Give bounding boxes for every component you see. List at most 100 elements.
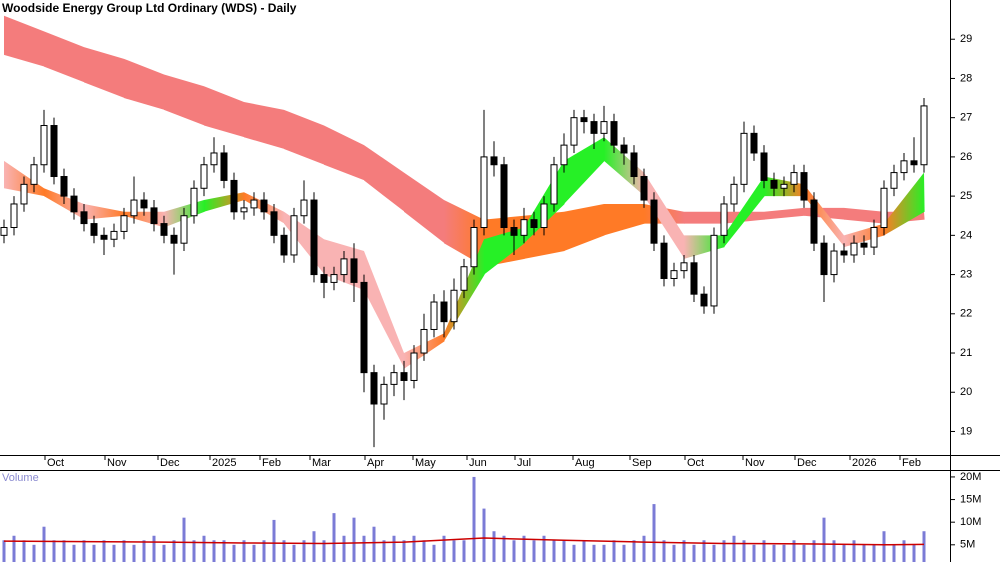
volume-bar [542, 535, 546, 562]
candle-body [410, 352, 418, 381]
volume-bar [82, 540, 86, 562]
volume-bar [302, 540, 306, 562]
y-tick-label: 29 [960, 33, 972, 45]
candle-body [350, 258, 358, 283]
candle-body [210, 152, 218, 166]
candle-body [890, 172, 898, 189]
candle-body [580, 117, 588, 123]
volume-bar [502, 535, 506, 562]
candle-body [280, 234, 288, 256]
volume-bar [432, 544, 436, 562]
candle-body [230, 179, 238, 213]
volume-bar [552, 540, 556, 562]
volume-bar [652, 504, 656, 562]
candle-body [430, 301, 438, 330]
volume-bar [362, 535, 366, 562]
volume-bar [882, 531, 886, 562]
candle-body [490, 156, 498, 166]
candle-body [620, 144, 628, 154]
volume-bar [372, 526, 376, 562]
volume-bar [782, 544, 786, 562]
volume-bar [482, 508, 486, 562]
candle-body [80, 211, 88, 225]
candle-body [650, 199, 658, 244]
candle-body [200, 164, 208, 189]
y-tick-label: 22 [960, 308, 972, 320]
candle-body [270, 211, 278, 236]
volume-bar [912, 544, 916, 562]
candle-body [110, 230, 118, 240]
candle-body [390, 372, 398, 385]
volume-bar [342, 535, 346, 562]
volume-bar [272, 519, 276, 562]
ribbon-segment [284, 109, 325, 165]
candle-body [820, 242, 828, 276]
volume-bar [232, 544, 236, 562]
ribbon-segment [604, 203, 645, 236]
volume-bar [152, 535, 156, 562]
volume-bar [332, 513, 336, 562]
volume-bar [42, 526, 46, 562]
volume-bar [62, 540, 66, 562]
candle-body [340, 258, 348, 276]
candle-body [830, 250, 838, 276]
volume-bar [832, 540, 836, 562]
x-tick-label: Dec [797, 457, 817, 469]
volume-bar [312, 531, 316, 562]
volume-bar [872, 544, 876, 562]
volume-bar [722, 540, 726, 562]
candle-body [400, 372, 408, 381]
candle-body [310, 199, 318, 276]
volume-bar [212, 540, 216, 562]
volume-bar [12, 535, 16, 562]
y-tick-label: 20 [960, 386, 972, 398]
candle-body [170, 234, 178, 244]
volume-bar [902, 540, 906, 562]
volume-bar [772, 544, 776, 562]
candle-body [70, 195, 78, 213]
ribbon-segment [244, 101, 285, 150]
candle-body [680, 262, 688, 272]
ribbon-segment [4, 15, 45, 67]
x-tick-label: Nov [107, 457, 127, 469]
candle-body [540, 203, 548, 228]
volume-bar [592, 544, 596, 562]
volume-bar [562, 540, 566, 562]
volume-bar [52, 540, 56, 562]
volume-bar [292, 544, 296, 562]
volume-bar [532, 540, 536, 562]
candle-body [660, 242, 668, 279]
volume-bar [352, 517, 356, 562]
candle-body [920, 105, 928, 166]
volume-bar [422, 540, 426, 562]
candle-body [330, 274, 338, 283]
candle-body [800, 172, 808, 201]
candle-body [0, 227, 8, 236]
volume-bar [402, 540, 406, 562]
candle-body [100, 234, 108, 240]
volume-bar [192, 540, 196, 562]
candle-body [180, 215, 188, 244]
candle-body [640, 176, 648, 201]
volume-bar [702, 540, 706, 562]
candle-body [60, 176, 68, 197]
x-tick-label: 2026 [852, 457, 876, 469]
candle-body [510, 227, 518, 236]
volume-bar [222, 540, 226, 562]
candle-body [740, 132, 748, 185]
volume-bar [462, 540, 466, 562]
volume-bar [472, 476, 476, 562]
volume-bar [762, 540, 766, 562]
volume-bar [632, 540, 636, 562]
volume-bar [392, 535, 396, 562]
volume-bar [622, 544, 626, 562]
volume-bar [742, 540, 746, 562]
x-tick-label: Dec [160, 457, 180, 469]
ribbon-segment [684, 211, 725, 224]
volume-bar [522, 535, 526, 562]
ribbon-segment [724, 176, 765, 248]
candle-body [760, 152, 768, 181]
x-tick-label: Jun [469, 457, 487, 469]
candle-body [290, 215, 298, 256]
volume-bar [442, 535, 446, 562]
